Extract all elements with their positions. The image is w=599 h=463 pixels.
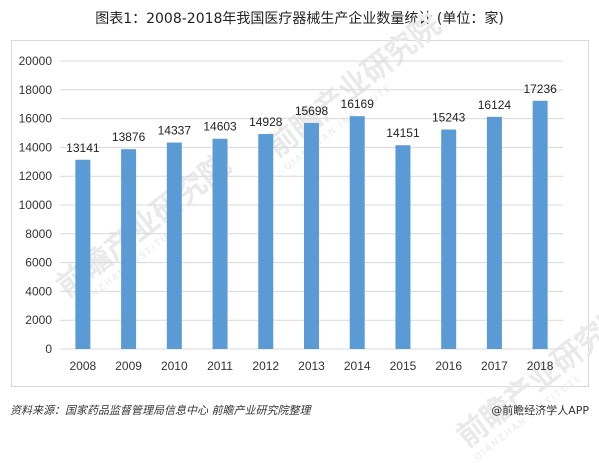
x-tick-label: 2012	[252, 359, 279, 373]
bar	[486, 116, 502, 350]
bars	[75, 100, 548, 350]
data-label: 16169	[341, 97, 375, 111]
x-tick-label: 2016	[435, 359, 462, 373]
bar	[395, 145, 411, 349]
x-axis-ticks: 2008 2009 2010 2011 2012 2013 2014 2015 2016 2017…	[70, 359, 554, 373]
data-label: 14151	[386, 126, 420, 140]
data-label: 14603	[203, 120, 237, 134]
bar	[349, 116, 365, 349]
x-tick-label: 2008	[70, 359, 97, 373]
data-labels: 13141 13876 14337 14603 14928 15698 16169 14151…	[66, 82, 557, 155]
y-tick-label: 16000	[19, 112, 53, 126]
y-tick-label: 0	[45, 342, 52, 356]
data-label: 14337	[158, 124, 192, 138]
y-tick-label: 6000	[25, 256, 52, 270]
bar	[75, 159, 91, 349]
x-tick-label: 2018	[527, 359, 554, 373]
y-tick-label: 12000	[19, 169, 53, 183]
bar	[441, 129, 457, 349]
y-tick-label: 4000	[25, 284, 52, 298]
y-axis-ticks: 0 2000 4000 6000 8000 10000 12000 14000 16000 180…	[19, 54, 53, 356]
source-note: 资料来源：国家药品监督管理局信息中心 前瞻产业研究院整理	[10, 404, 311, 417]
y-tick-label: 10000	[19, 198, 53, 212]
x-tick-label: 2015	[390, 359, 417, 373]
x-tick-label: 2009	[115, 359, 142, 373]
bar	[304, 122, 319, 350]
bar	[212, 138, 228, 349]
bar	[258, 134, 274, 349]
data-label: 13876	[112, 130, 146, 144]
bar	[121, 149, 137, 349]
data-label: 13141	[66, 141, 100, 155]
bar	[166, 142, 182, 349]
x-tick-label: 2010	[161, 359, 188, 373]
data-label: 14928	[249, 115, 283, 129]
brand-credit: @前瞻经济学人APP	[491, 404, 589, 417]
bar-chart: 0 2000 4000 6000 8000 10000 12000 14000 16000 180…	[19, 54, 563, 373]
data-label: 15243	[432, 111, 466, 125]
data-label: 17236	[523, 82, 557, 96]
y-tick-label: 8000	[25, 227, 52, 241]
y-tick-label: 14000	[19, 140, 53, 154]
x-tick-label: 2011	[207, 359, 233, 373]
x-tick-label: 2013	[298, 359, 325, 373]
y-tick-label: 2000	[25, 313, 52, 327]
data-label: 16124	[478, 98, 512, 112]
y-tick-label: 20000	[19, 54, 53, 68]
chart-title: 图表1：2008-2018年我国医疗器械生产企业数量统计 (单位：家)	[95, 11, 504, 27]
data-label: 15698	[295, 104, 329, 118]
x-tick-label: 2014	[344, 359, 371, 373]
bar	[532, 100, 548, 349]
y-tick-label: 18000	[19, 83, 53, 97]
x-tick-label: 2017	[481, 359, 508, 373]
